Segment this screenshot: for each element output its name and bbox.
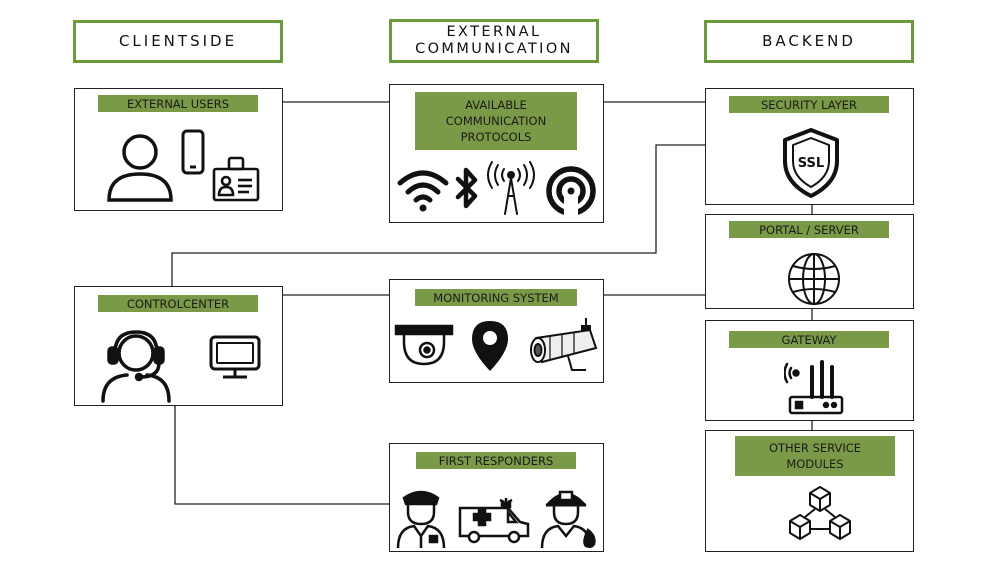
monitoring-system-label: MONITORING SYSTEM — [415, 289, 577, 306]
controlcenter-box: CONTROLCENTER — [74, 286, 283, 406]
external-users-box: EXTERNAL USERS — [74, 88, 283, 211]
antenna-icon — [486, 161, 536, 215]
smartphone-icon — [181, 129, 205, 175]
controlcenter-label: CONTROLCENTER — [98, 295, 258, 312]
location-pin-icon — [471, 320, 509, 372]
column-header-clientside: CLIENTSIDE — [73, 20, 283, 63]
communication-protocols-box: AVAILABLE COMMUNICATION PROTOCOLS — [389, 84, 604, 223]
nfc-icon — [543, 165, 599, 217]
other-service-modules-label: OTHER SERVICE MODULES — [735, 436, 895, 476]
id-badge-icon — [211, 155, 261, 203]
first-responders-box: FIRST RESPONDERS — [389, 443, 604, 552]
gateway-label: GATEWAY — [729, 331, 889, 348]
dome-camera-icon — [394, 324, 454, 368]
globe-icon — [786, 251, 842, 307]
portal-server-label: PORTAL / SERVER — [729, 221, 889, 238]
portal-server-box: PORTAL / SERVER — [705, 214, 914, 309]
monitor-icon — [209, 335, 261, 379]
other-service-modules-box: OTHER SERVICE MODULES — [705, 430, 914, 552]
bluetooth-icon — [454, 165, 480, 211]
gateway-box: GATEWAY — [705, 320, 914, 421]
security-layer-label: SECURITY LAYER — [729, 96, 889, 113]
wifi-icon — [396, 165, 450, 213]
ssl-text: SSL — [798, 156, 824, 171]
first-responders-label: FIRST RESPONDERS — [416, 452, 576, 469]
bullet-camera-icon — [528, 316, 600, 372]
police-officer-icon — [396, 486, 446, 548]
headset-operator-icon — [97, 327, 175, 403]
security-layer-box: SECURITY LAYER SSL — [705, 88, 914, 205]
router-icon — [784, 359, 846, 417]
communication-protocols-label: AVAILABLE COMMUNICATION PROTOCOLS — [415, 92, 577, 150]
ssl-shield-icon: SSL — [781, 127, 841, 199]
ambulance-icon — [458, 496, 530, 544]
person-icon — [103, 130, 177, 204]
cubes-icon — [786, 485, 854, 547]
column-header-external-communication: EXTERNAL COMMUNICATION — [389, 19, 599, 63]
monitoring-system-box: MONITORING SYSTEM — [389, 279, 604, 383]
firefighter-icon — [540, 486, 598, 548]
column-header-backend: BACKEND — [704, 20, 914, 63]
external-users-label: EXTERNAL USERS — [98, 95, 258, 112]
